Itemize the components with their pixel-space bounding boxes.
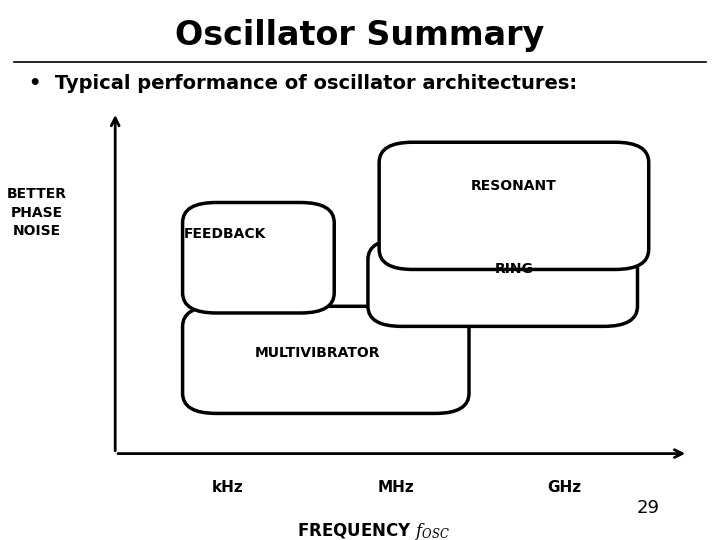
Text: FEEDBACK: FEEDBACK (184, 227, 266, 241)
FancyBboxPatch shape (379, 142, 649, 269)
Text: BETTER
PHASE
NOISE: BETTER PHASE NOISE (6, 187, 66, 238)
Text: MHz: MHz (377, 481, 415, 495)
Text: Oscillator Summary: Oscillator Summary (176, 18, 544, 52)
Text: kHz: kHz (212, 481, 243, 495)
Text: RING: RING (495, 262, 534, 276)
Text: FREQUENCY $f_{OSC}$: FREQUENCY $f_{OSC}$ (297, 521, 450, 540)
FancyBboxPatch shape (183, 306, 469, 414)
FancyBboxPatch shape (368, 239, 637, 326)
Text: 29: 29 (636, 498, 660, 517)
Text: •  Typical performance of oscillator architectures:: • Typical performance of oscillator arch… (29, 74, 577, 93)
Text: MULTIVIBRATOR: MULTIVIBRATOR (255, 346, 380, 360)
Text: GHz: GHz (547, 481, 582, 495)
Text: RESONANT: RESONANT (471, 179, 557, 193)
FancyBboxPatch shape (183, 202, 334, 313)
